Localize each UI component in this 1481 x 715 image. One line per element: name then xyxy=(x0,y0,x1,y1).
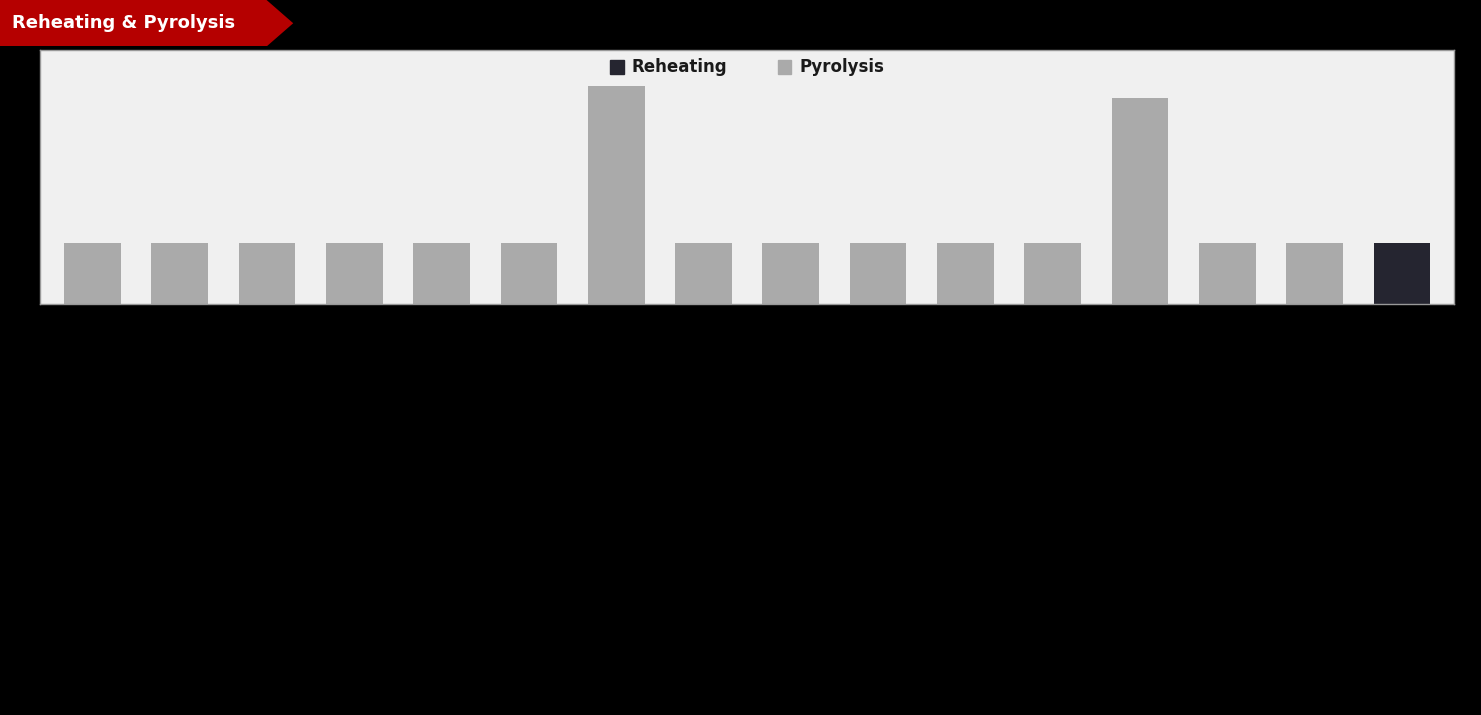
Bar xyxy=(64,243,121,304)
Bar xyxy=(1287,243,1343,304)
Bar xyxy=(413,243,469,304)
Bar xyxy=(1025,243,1081,304)
Bar xyxy=(238,243,295,304)
Bar xyxy=(937,243,994,304)
Bar xyxy=(850,243,906,304)
Bar xyxy=(1373,243,1431,304)
Bar xyxy=(1200,243,1256,304)
Polygon shape xyxy=(0,0,293,46)
Bar xyxy=(675,243,732,304)
Bar xyxy=(763,243,819,304)
Legend: Reheating, Pyrolysis: Reheating, Pyrolysis xyxy=(610,59,884,77)
Bar xyxy=(588,87,644,304)
Bar xyxy=(501,243,557,304)
Bar xyxy=(1112,99,1169,304)
Text: Reheating & Pyrolysis: Reheating & Pyrolysis xyxy=(12,14,235,32)
Bar xyxy=(326,243,382,304)
Bar xyxy=(151,243,207,304)
